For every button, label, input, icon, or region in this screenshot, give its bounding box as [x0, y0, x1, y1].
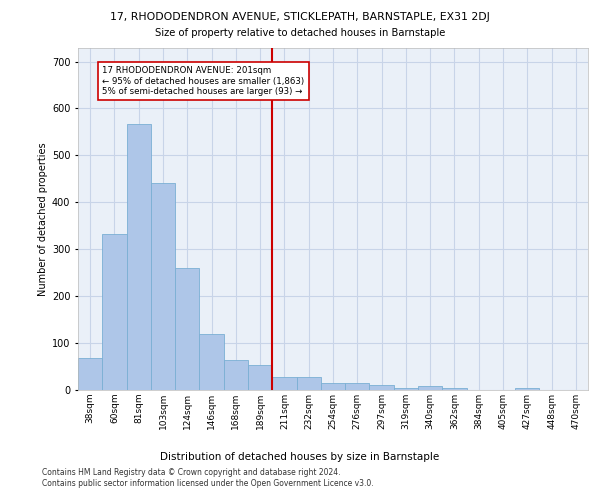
Bar [515, 388, 539, 390]
Text: Size of property relative to detached houses in Barnstaple: Size of property relative to detached ho… [155, 28, 445, 38]
Bar [321, 383, 345, 390]
Bar [102, 234, 127, 390]
Bar [296, 377, 321, 390]
Bar [418, 386, 442, 390]
Text: 17 RHODODENDRON AVENUE: 201sqm
← 95% of detached houses are smaller (1,863)
5% o: 17 RHODODENDRON AVENUE: 201sqm ← 95% of … [102, 66, 304, 96]
Bar [370, 386, 394, 390]
Text: Contains HM Land Registry data © Crown copyright and database right 2024.
Contai: Contains HM Land Registry data © Crown c… [42, 468, 374, 487]
Bar [224, 360, 248, 390]
Bar [78, 358, 102, 390]
Bar [272, 377, 296, 390]
Bar [442, 388, 467, 390]
Bar [199, 334, 224, 390]
Y-axis label: Number of detached properties: Number of detached properties [38, 142, 47, 296]
Bar [151, 183, 175, 390]
Bar [127, 124, 151, 390]
Bar [175, 268, 199, 390]
Text: Distribution of detached houses by size in Barnstaple: Distribution of detached houses by size … [160, 452, 440, 462]
Bar [248, 365, 272, 390]
Bar [394, 388, 418, 390]
Bar [345, 383, 370, 390]
Text: 17, RHODODENDRON AVENUE, STICKLEPATH, BARNSTAPLE, EX31 2DJ: 17, RHODODENDRON AVENUE, STICKLEPATH, BA… [110, 12, 490, 22]
